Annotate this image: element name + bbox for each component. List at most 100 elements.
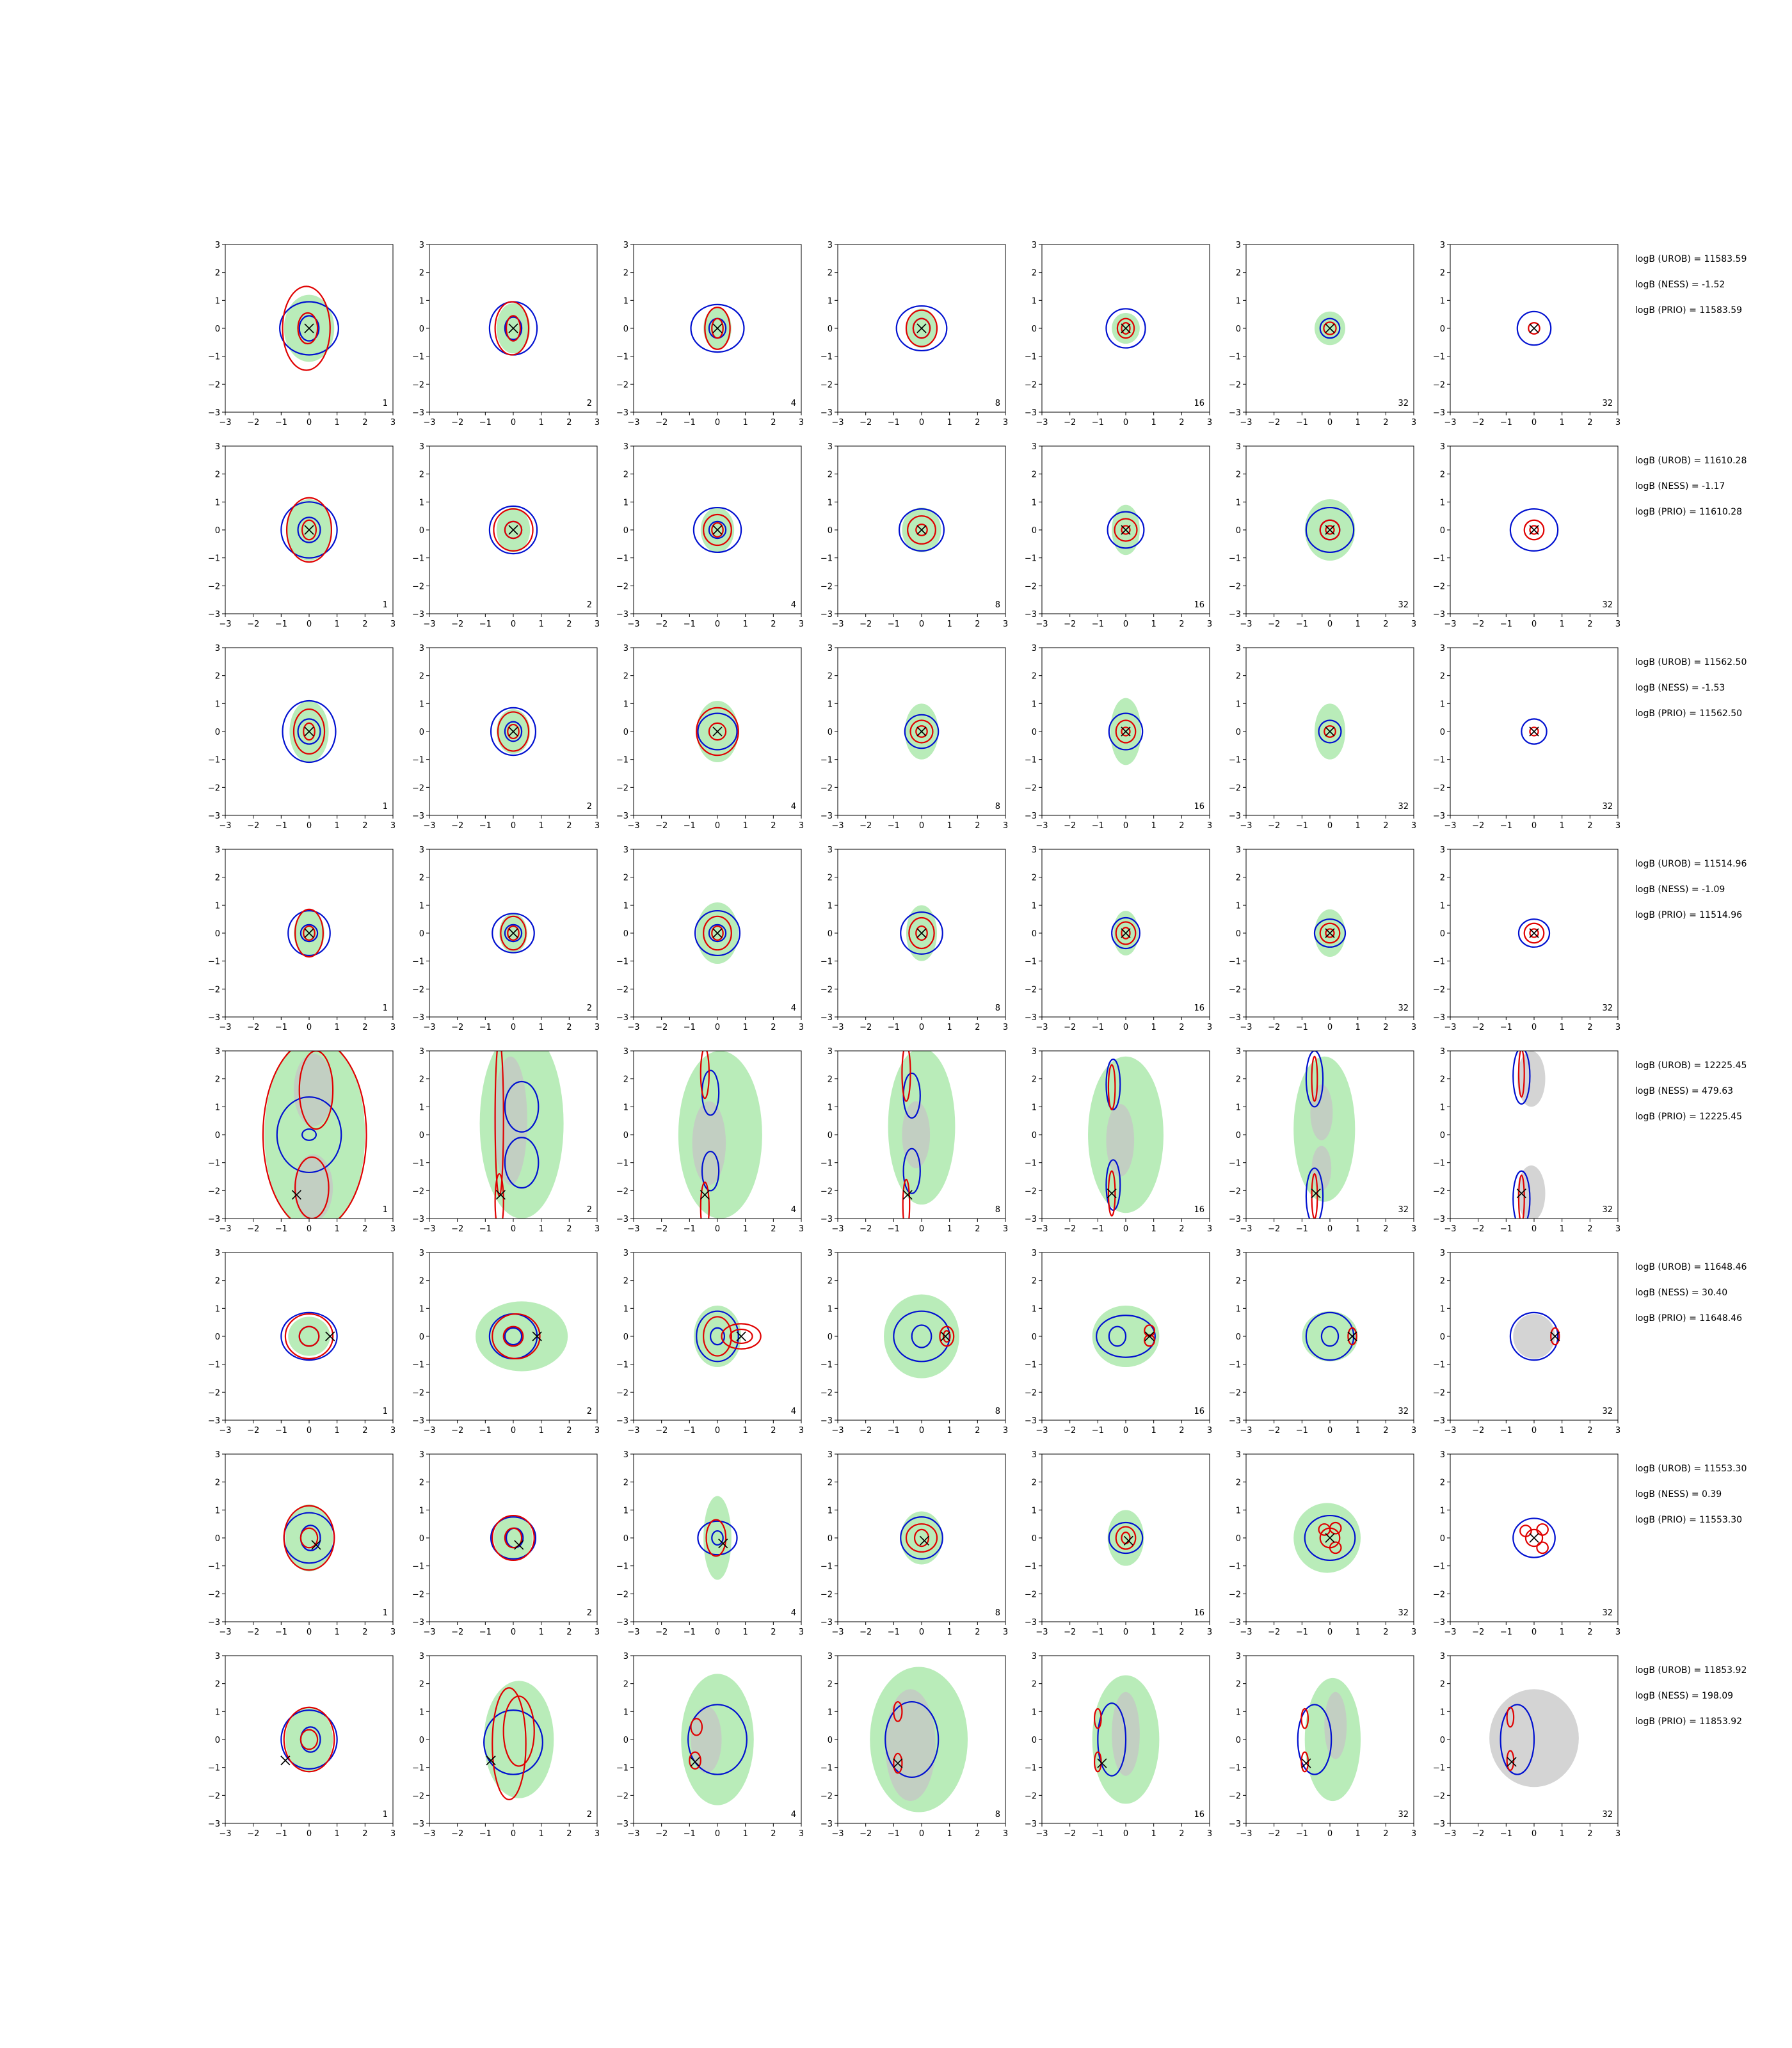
x-tick-label: −1	[1500, 1224, 1512, 1234]
y-tick-label: 2	[623, 1680, 628, 1690]
x-tick-label: 1	[743, 1224, 748, 1234]
x-tick-label: 0	[1327, 1426, 1332, 1436]
x-tick-label: 3	[799, 620, 804, 629]
x-tick-label: 3	[390, 1628, 396, 1637]
panel-corner-label: 16	[1194, 1407, 1204, 1416]
x-tick-label: 1	[743, 1628, 748, 1637]
x-tick-label: 0	[919, 1426, 924, 1436]
x-tick-label: −3	[831, 1426, 844, 1436]
x-tick-label: 2	[1587, 620, 1592, 629]
x-tick-label: −3	[627, 620, 639, 629]
x-tick-label: −3	[219, 418, 231, 428]
panel-content	[884, 1294, 959, 1379]
x-tick-label: 1	[947, 821, 952, 831]
x-tick-label: 3	[595, 821, 600, 831]
y-tick-label: 0	[215, 1131, 220, 1140]
x-tick-label: −2	[1472, 1023, 1484, 1032]
blue-contour-1	[1319, 317, 1341, 339]
x-tick-label: 0	[1532, 1426, 1537, 1436]
y-tick-label: 3	[1032, 1047, 1037, 1057]
green-contour-1	[693, 1305, 742, 1368]
y-tick-label: −1	[1229, 1764, 1241, 1773]
red-contour-1	[1107, 1064, 1116, 1110]
stat-line: logB (PRIO) = 11853.92	[1635, 1716, 1742, 1727]
y-tick-label: 2	[1032, 470, 1037, 480]
x-tick-label: 1	[539, 418, 544, 428]
x-tick-label: −2	[1472, 620, 1484, 629]
panel-r1-c3: −3 −2 −1 0 1 2 3 3 2 1 0 −1 −2 −3 4	[616, 241, 804, 428]
x-tick-label: −2	[247, 821, 259, 831]
blue-contour-2	[902, 1148, 921, 1194]
x-tick-label: 2	[1587, 821, 1592, 831]
y-tick-label: 0	[623, 1332, 628, 1342]
x-tick-label: 2	[975, 1023, 980, 1032]
y-tick-label: −2	[820, 582, 833, 591]
red-contour-2	[507, 723, 520, 740]
blue-contour-2	[708, 520, 727, 540]
red-contour-1	[283, 1505, 335, 1571]
y-tick-label: 0	[215, 1736, 220, 1745]
x-tick-label: 1	[335, 1829, 340, 1839]
x-tick-label: 2	[1587, 1224, 1592, 1234]
red-contour-2	[915, 725, 928, 738]
stat-line: logB (UROB) = 11514.96	[1635, 859, 1747, 869]
blue-contour-1	[488, 505, 538, 555]
y-tick-label: −2	[412, 1388, 424, 1398]
y-tick-label: −2	[208, 380, 220, 390]
x-tick-label: 2	[771, 418, 776, 428]
x-tick-label: 3	[1003, 1426, 1008, 1436]
panel-content	[1521, 718, 1548, 745]
y-tick-label: −1	[1433, 1764, 1445, 1773]
y-tick-label: 0	[419, 1736, 424, 1745]
x-tick-label: 0	[1123, 821, 1128, 831]
x-tick-label: 2	[771, 1829, 776, 1839]
red-contour-1	[705, 1519, 727, 1557]
red-contour-2	[942, 1330, 951, 1343]
blue-contour-2	[701, 1151, 720, 1192]
x-tick-label: 3	[1615, 1628, 1620, 1637]
x-tick-label: 0	[511, 1426, 516, 1436]
panel-content	[1512, 1517, 1556, 1558]
y-tick-label: −3	[820, 1820, 833, 1829]
y-tick-label: 2	[215, 1478, 220, 1488]
y-tick-label: 0	[623, 526, 628, 536]
y-tick-label: −3	[208, 1618, 220, 1628]
panel-content	[1297, 1677, 1361, 1802]
x-tick-label: −2	[247, 1628, 259, 1637]
y-tick-label: −3	[820, 610, 833, 620]
y-tick-label: 3	[623, 1249, 628, 1258]
x-tick-label: 0	[1327, 1829, 1332, 1839]
panel-r6-c3: −3 −2 −1 0 1 2 3 3 2 1 0 −1 −2 −3 4	[616, 1249, 804, 1436]
x-tick-label: 1	[539, 1628, 544, 1637]
y-tick-label: −3	[208, 1013, 220, 1023]
y-tick-label: −2	[1229, 1590, 1241, 1599]
red-contour-2	[711, 925, 724, 941]
x-tick-label: −2	[1064, 1224, 1076, 1234]
panel-corner-label: 8	[995, 1810, 1000, 1820]
x-tick-label: 3	[1207, 620, 1212, 629]
x-tick-label: 0	[919, 1829, 924, 1839]
x-tick-label: 0	[715, 1829, 720, 1839]
x-tick-label: 3	[1003, 1224, 1008, 1234]
blue-contour-2	[1108, 1325, 1127, 1347]
y-tick-label: 0	[1032, 1131, 1037, 1140]
y-tick-label: 1	[215, 901, 220, 911]
y-tick-label: 1	[419, 296, 424, 306]
y-tick-label: 0	[1236, 728, 1241, 737]
y-tick-label: 1	[419, 700, 424, 709]
blue-contour-1	[1111, 916, 1140, 950]
y-tick-label: 0	[1032, 1332, 1037, 1342]
y-tick-label: −1	[208, 756, 220, 765]
panel-corner-label: 2	[587, 600, 592, 610]
x-tick-label: 2	[1587, 1023, 1592, 1032]
blue-contour-1	[276, 1096, 342, 1174]
y-tick-label: −1	[616, 1562, 628, 1572]
x-tick-label: 0	[1123, 1023, 1128, 1032]
panel-content	[282, 700, 337, 764]
y-tick-label: 0	[828, 1736, 833, 1745]
panel-r4-c5: −3 −2 −1 0 1 2 3 3 2 1 0 −1 −2 −3 16	[1025, 845, 1212, 1032]
panel-r1-c1: −3 −2 −1 0 1 2 3 3 2 1 0 −1 −2 −3 1	[208, 241, 396, 428]
x-tick-label: 2	[1383, 1023, 1388, 1032]
